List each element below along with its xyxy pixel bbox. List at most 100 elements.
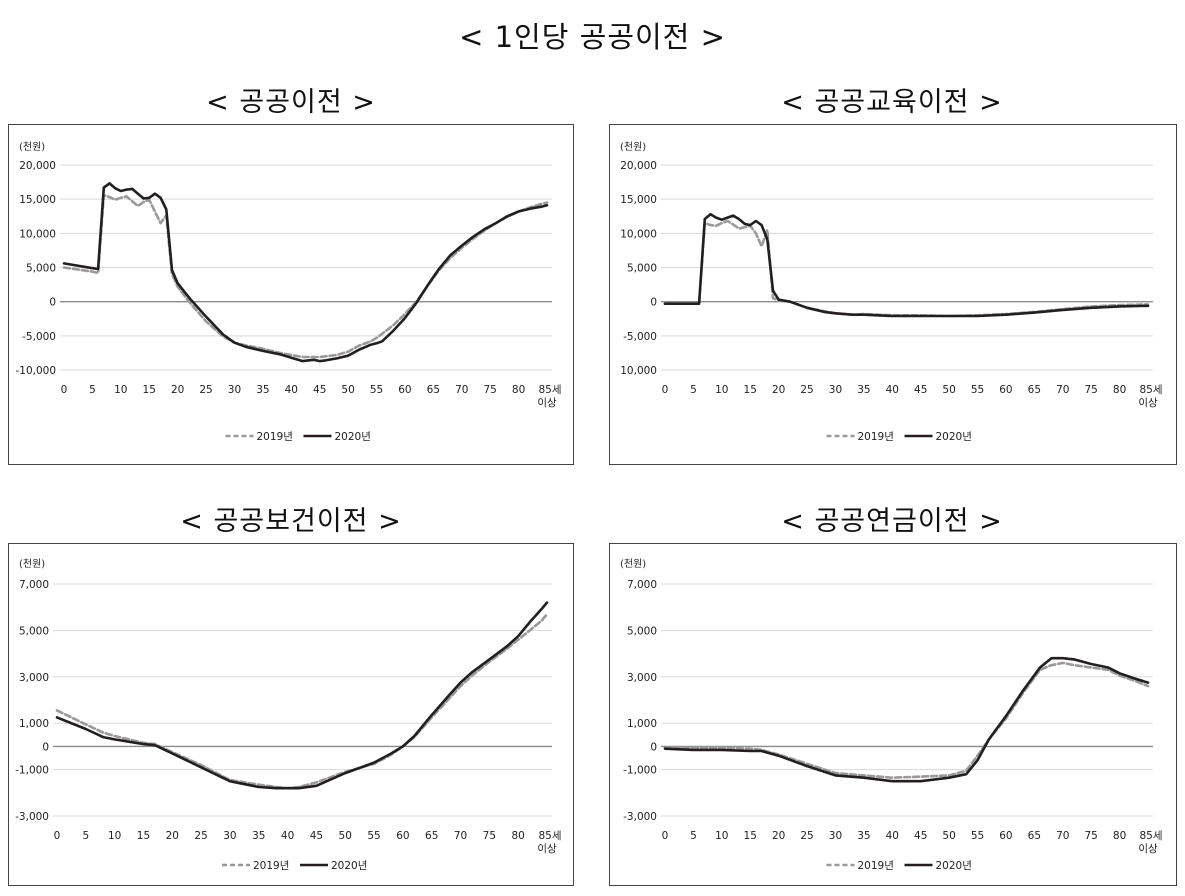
x-tick-label: 15	[143, 384, 156, 396]
x-tick-label: 이상	[1138, 397, 1158, 409]
chart-title-public-transfer: < 공공이전 >	[206, 87, 376, 118]
y-tick-label: -1,000	[15, 765, 49, 777]
y-tick-label: 0	[650, 741, 657, 753]
x-tick-label: 25	[800, 830, 813, 842]
x-tick-label: 60	[999, 384, 1012, 396]
unit-label: (천원)	[19, 141, 45, 153]
x-tick-label: 0	[61, 384, 68, 396]
x-tick-label: 0	[662, 384, 669, 396]
x-tick-label: 10	[715, 830, 728, 842]
x-tick-label: 70	[1056, 830, 1069, 842]
x-tick-label: 70	[1056, 384, 1069, 396]
x-tick-label: 85세	[538, 830, 561, 842]
y-tick-label: 10,000	[19, 228, 56, 240]
y-tick-label: -1,000	[623, 765, 657, 777]
x-tick-label: 30	[829, 830, 842, 842]
x-tick-label: 이상	[1138, 843, 1158, 855]
x-tick-label: 25	[800, 384, 813, 396]
x-tick-label: 이상	[537, 843, 557, 855]
y-tick-label: 15,000	[620, 194, 657, 206]
x-tick-label: 45	[914, 830, 927, 842]
x-tick-label: 20	[166, 830, 179, 842]
x-tick-label: 45	[914, 384, 927, 396]
x-tick-label: 25	[194, 830, 207, 842]
x-tick-label: 15	[744, 384, 757, 396]
x-tick-label: 25	[199, 384, 212, 396]
x-tick-label: 5	[690, 830, 697, 842]
x-tick-label: 50	[942, 830, 955, 842]
y-tick-label: 5,000	[19, 625, 49, 637]
y-tick-label: 5,000	[26, 263, 56, 275]
y-tick-label: 1,000	[19, 718, 49, 730]
x-tick-label: 65	[1028, 830, 1041, 842]
x-tick-label: 55	[971, 830, 984, 842]
x-tick-label: 40	[886, 384, 899, 396]
x-tick-label: 이상	[537, 397, 557, 409]
chart-education-transfer: (천원) 10,000 -5,000 0 5,000 10,000 15,000 20,000…	[609, 124, 1177, 465]
x-tick-label: 30	[223, 830, 236, 842]
x-tick-label: 80	[1113, 384, 1126, 396]
y-tick-label: 1,000	[627, 718, 657, 730]
unit-label: (천원)	[19, 558, 45, 570]
x-tick-label: 20	[171, 384, 184, 396]
x-tick-label: 40	[285, 384, 298, 396]
legend-label-2019: 2019년	[858, 431, 894, 443]
unit-label: (천원)	[620, 558, 646, 570]
x-tick-label: 45	[310, 830, 323, 842]
series-line-2019	[663, 661, 1150, 779]
legend-label-2020: 2020년	[331, 860, 367, 872]
y-tick-label: 15,000	[19, 194, 56, 206]
chart-title-health-transfer: < 공공보건이전 >	[180, 506, 402, 537]
x-tick-label: 50	[341, 384, 354, 396]
x-tick-label: 50	[942, 384, 955, 396]
x-tick-label: 55	[370, 384, 383, 396]
legend-label-2020: 2020년	[335, 431, 371, 443]
x-tick-label: 70	[455, 384, 468, 396]
x-tick-label: 20	[772, 830, 785, 842]
x-tick-label: 75	[483, 384, 496, 396]
y-tick-label: -3,000	[623, 811, 657, 823]
x-tick-label: 10	[114, 384, 127, 396]
x-tick-label: 45	[313, 384, 326, 396]
x-tick-label: 5	[82, 830, 89, 842]
y-tick-label: 3,000	[19, 672, 49, 684]
legend-label-2019: 2019년	[858, 860, 894, 872]
x-tick-label: 85세	[1139, 384, 1162, 396]
x-tick-label: 65	[425, 830, 438, 842]
x-tick-label: 10	[715, 384, 728, 396]
series-line-2019	[55, 612, 549, 790]
legend-label-2020: 2020년	[936, 860, 972, 872]
x-tick-label: 20	[772, 384, 785, 396]
x-tick-label: 60	[396, 830, 409, 842]
x-tick-label: 5	[690, 384, 697, 396]
series-line-2020	[663, 656, 1150, 783]
x-tick-label: 75	[1084, 384, 1097, 396]
x-tick-label: 55	[971, 384, 984, 396]
series-line-2020	[663, 212, 1150, 318]
chart-title-education-transfer: < 공공교육이전 >	[781, 87, 1003, 118]
x-tick-label: 40	[886, 830, 899, 842]
chart-health-transfer: (천원) -3,000 -1,000 0 1,000 3,000 5,000 7,000 0 5 1…	[8, 543, 574, 886]
x-tick-label: 80	[511, 830, 524, 842]
chart-title-pension-transfer: < 공공연금이전 >	[781, 506, 1003, 537]
legend-label-2019: 2019년	[257, 431, 293, 443]
y-tick-label: -5,000	[623, 331, 657, 343]
x-tick-label: 80	[512, 384, 525, 396]
x-tick-label: 75	[483, 830, 496, 842]
chart-svg: (천원) -3,000 -1,000 0 1,000 3,000 5,000 7,000 0 5 1…	[620, 558, 1163, 872]
y-tick-label: 0	[42, 741, 49, 753]
series-line-2020	[55, 601, 549, 790]
x-tick-label: 0	[662, 830, 669, 842]
y-tick-label: 5,000	[627, 625, 657, 637]
y-tick-label: 10,000	[620, 365, 657, 377]
y-tick-label: 0	[650, 297, 657, 309]
x-tick-label: 30	[228, 384, 241, 396]
x-tick-label: 65	[1028, 384, 1041, 396]
series-line-2019	[62, 193, 549, 359]
chart-svg: (천원) -10,000 -5,000 0 5,000 10,000 15,000 20,00…	[15, 141, 561, 443]
chart-public-transfer: (천원) -10,000 -5,000 0 5,000 10,000 15,000 20,00…	[8, 124, 574, 465]
x-tick-label: 85세	[538, 384, 561, 396]
x-tick-label: 30	[829, 384, 842, 396]
x-tick-label: 40	[281, 830, 294, 842]
y-tick-label: 20,000	[620, 160, 657, 172]
